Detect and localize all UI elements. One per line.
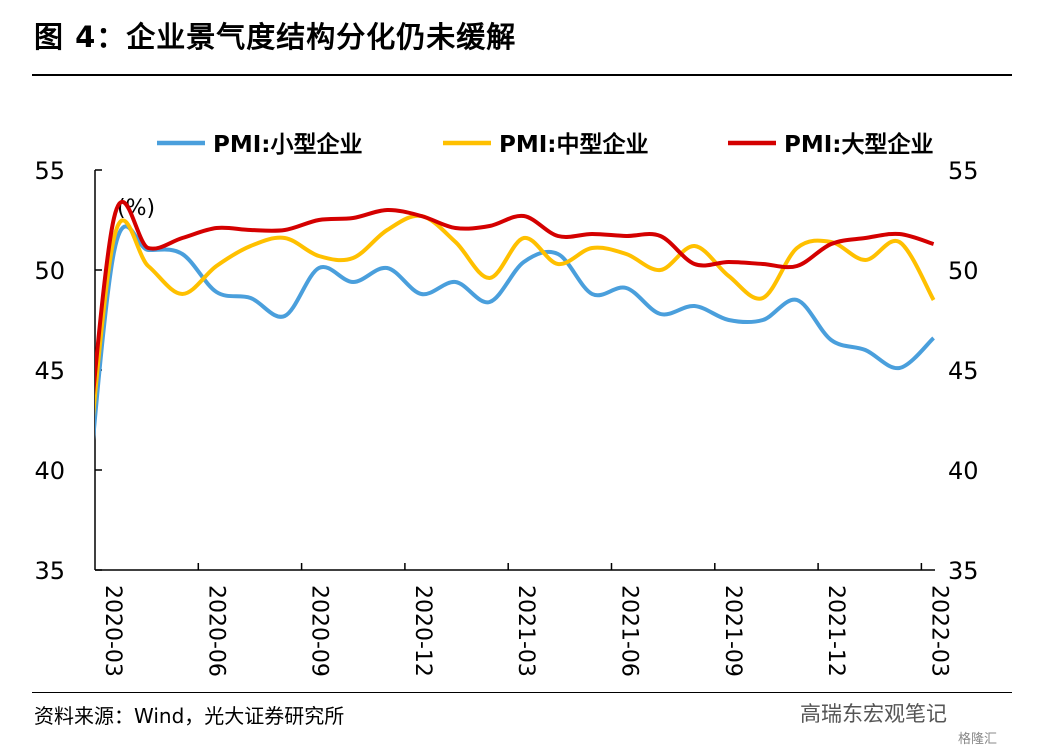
y-tick-label-left: 35 <box>34 557 65 585</box>
y-tick-label-left: 40 <box>34 457 65 485</box>
x-tick-label: 2020-03 <box>100 585 125 677</box>
x-tick-label: 2021-03 <box>513 585 538 677</box>
legend-label: PMI:大型企业 <box>784 131 934 158</box>
y-tick-label-left: 55 <box>34 157 65 185</box>
chart-title: 图 4：企业景气度结构分化仍未缓解 <box>34 20 517 54</box>
y-tick-label-right: 55 <box>948 157 979 185</box>
series-line-PMI:中型企业 <box>95 213 936 417</box>
y-tick-label-right: 40 <box>948 457 979 485</box>
source-note: 资料来源：Wind，光大证券研究所 <box>34 704 345 728</box>
legend-label: PMI:中型企业 <box>499 131 649 158</box>
footer-divider <box>32 692 1012 693</box>
x-tick-label: 2022-03 <box>926 585 951 677</box>
x-tick-label: 2021-12 <box>823 585 848 677</box>
watermark-secondary: 格隆汇 <box>958 732 998 747</box>
y-tick-label-right: 45 <box>948 357 979 385</box>
series-line-PMI:小型企业 <box>95 224 935 441</box>
x-tick-label: 2020-12 <box>410 585 435 677</box>
y-tick-label-left: 50 <box>34 257 65 285</box>
x-tick-label: 2021-06 <box>617 585 642 677</box>
legend-label: PMI:小型企业 <box>213 131 363 158</box>
watermark: 高瑞东宏观笔记 <box>800 702 947 726</box>
series-line-PMI:大型企业 <box>95 199 935 396</box>
x-tick-label: 2020-09 <box>307 585 332 677</box>
unit-label: (%) <box>117 196 155 221</box>
x-tick-label: 2021-09 <box>720 585 745 677</box>
y-tick-label-left: 45 <box>34 357 65 385</box>
y-tick-label-right: 35 <box>948 557 979 585</box>
title-divider <box>32 74 1012 76</box>
x-tick-label: 2020-06 <box>203 585 228 677</box>
y-tick-label-right: 50 <box>948 257 979 285</box>
